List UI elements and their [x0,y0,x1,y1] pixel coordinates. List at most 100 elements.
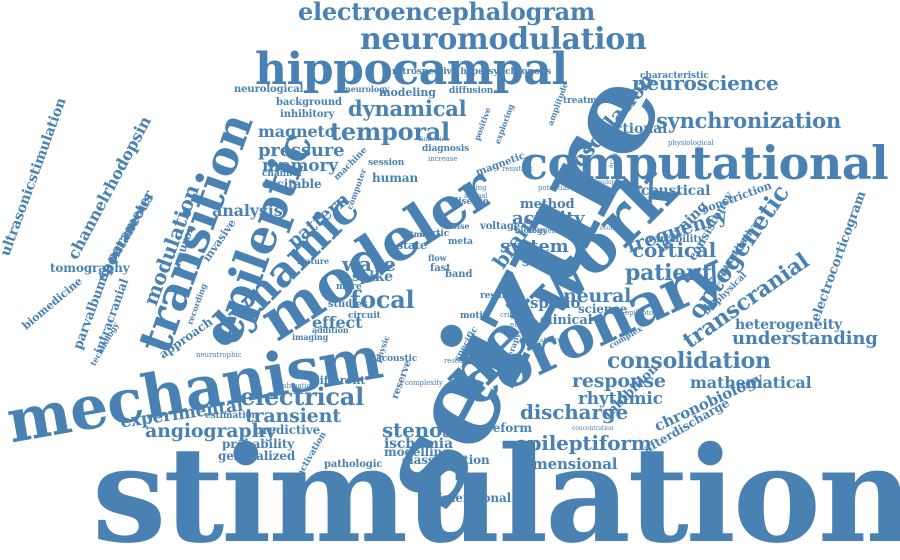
word-more: more [336,282,362,292]
word-voltage: voltage [480,221,521,232]
word-resistant: resistant [502,165,533,173]
word-inhibitory: inhibitory [280,109,335,120]
word-epileptiform: epileptiform [515,431,652,455]
word-neurological: neurological [234,84,304,95]
word-understanding: understanding [732,328,878,349]
word-mathematical: mathematical [690,373,812,392]
word-animal: animal [464,192,488,200]
word-acoustical: acoustical [632,183,711,199]
word-diffusion: diffusion [449,86,494,96]
word-neurology: neurology [345,84,390,94]
word-circuit: circuit [348,311,381,321]
word-developing: developing [592,179,625,186]
word-neural: neural [563,285,632,307]
word-method: method [520,197,575,212]
word-predictive: predictive [254,423,321,437]
word-channelrhodopsin: channelrhodopsin [63,113,155,263]
word-synchronization: synchronization [656,108,841,133]
word-potential: potential [538,184,569,192]
word-system: system [500,236,569,257]
word-increase: increase [428,155,458,163]
word-magneto: magneto [258,122,336,141]
word-meta: meta [448,237,473,247]
word-science: science [578,302,628,316]
word-clinical: clinical [540,313,593,328]
word-study: study [522,255,561,270]
word-pressure: pressure [258,140,345,161]
word-epileptor: epileptor [625,309,657,317]
word-channel: channel [262,169,302,179]
word-modeling: modeling [379,86,436,99]
word-memory: memory [262,156,338,176]
word-neuroscience: neuroscience [632,71,779,95]
word-band: band [445,269,473,280]
word-response: response [572,370,666,392]
word-finding: finding [462,184,487,192]
word-concentration: concentration [572,425,614,432]
word-hippocampal: hippocampal [255,44,568,95]
word-generalized: generalized [218,449,296,463]
word-spatio: spatio [530,294,581,312]
word-patient: patient [625,260,712,286]
word-effect: effect [312,313,363,332]
word-biology: biology [515,225,548,235]
word-dimensional: dimensional [430,491,512,505]
word-motif: motif [460,311,487,321]
word-cortical: cortical [632,238,717,262]
word-positive: positive [471,106,493,142]
word-treatment: treatment [563,96,613,106]
word-abnormal: abnormal [540,337,569,344]
word-neuromodulation: neuromodulation [360,22,647,57]
word-telegen: telegen [530,227,556,235]
word-diagnosis: diagnosis [422,144,470,154]
word-combination: combination [272,382,316,390]
word-critical: critical [500,311,525,319]
word-activity: activity [512,208,585,229]
word-dynamical: dynamical [348,96,467,121]
word-flow: flow [428,253,447,263]
word-evolution: evolution [600,225,628,232]
word-tomography: tomography [50,261,130,275]
word-electroencephalogram: electroencephalogram [298,0,596,26]
word-ultrasonicstimulation: ultrasonicstimulation [0,95,70,259]
word-modelling: modelling [384,445,451,459]
word-variability: variability [648,234,704,245]
word-classification: classification [402,453,490,467]
word-stimulation: stimulation [92,418,900,560]
word-neurotrophic: neurotrophic [196,351,242,359]
word-characteristic: characteristic [640,71,709,81]
word-probability: probability [222,437,295,451]
word-wave: wave [342,252,396,276]
word-complexity: complexity [405,379,443,387]
word-analysis: analysis [212,201,283,220]
word-focal: focal [350,285,415,314]
word-state: state [397,239,427,252]
word-research: research [444,357,475,365]
word-waveform: waveform [468,421,532,435]
word-dimensional-2: dimensional [516,455,618,473]
word-noise: noise [446,221,470,231]
word-ischemia: ischemia [384,436,453,452]
word-fractional: fractional [592,121,668,137]
word-human: human [372,171,419,185]
word-fast: fast [430,263,451,274]
word-rhythmic: rhythmic [578,389,663,409]
word-stenosis: stenosis [382,418,472,442]
word-computational: computational [520,136,889,190]
word-consolidation: consolidation [607,348,771,374]
word-biomedicine: biomedicine [19,274,85,333]
word-dimension: dimension [418,136,449,143]
word-acoustic: acoustic [376,354,418,364]
word-tmas: tmas [410,229,432,239]
word-heterogeneity: heterogeneity [735,317,843,333]
word-background: background [276,97,342,108]
word-physiological: physiological [668,139,714,147]
word-discharge: discharge [520,400,628,424]
word-retrospective-hypersynchronous: retrospective hypersynchronous [392,67,552,77]
word-imaging: imaging [292,332,329,342]
word-electrical: electrical [240,382,364,411]
word-exploring: exploring [492,102,516,146]
word-computer: computer [344,167,369,211]
word-addition: addition [312,325,349,335]
